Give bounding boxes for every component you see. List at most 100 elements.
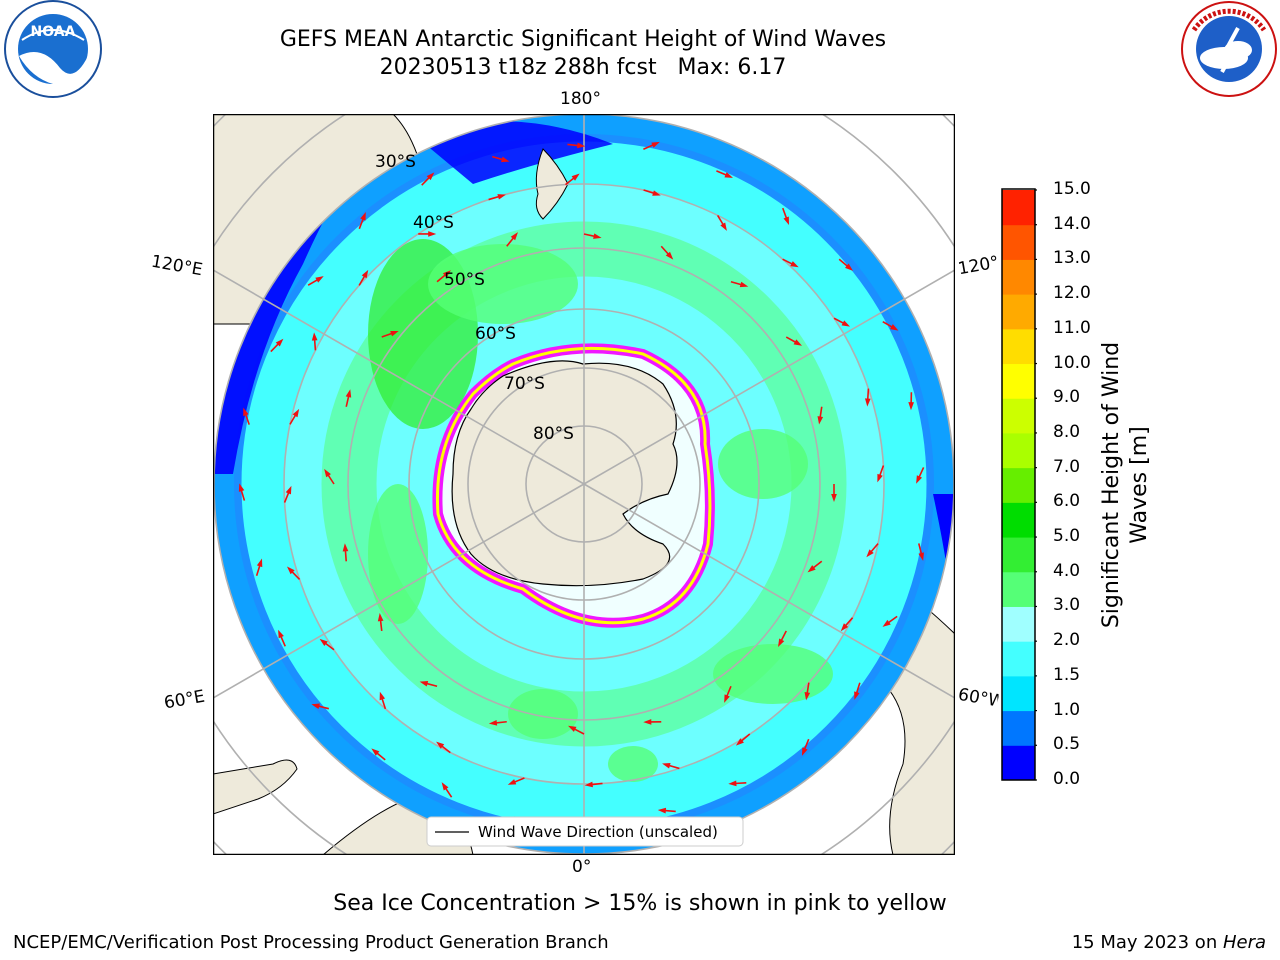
lat-label-60s: 60°S	[475, 324, 516, 344]
wind-wave-arrowhead	[724, 694, 730, 703]
wind-wave-arrowhead	[278, 629, 284, 639]
lat-label-80s: 80°S	[533, 424, 574, 444]
colorbar-tick-label: 1.5	[1053, 664, 1081, 685]
colorbar-tick-label: 2.0	[1053, 630, 1081, 651]
wind-wave-arrowhead	[377, 613, 384, 622]
wind-wave-arrowhead	[315, 276, 324, 283]
wind-wave-arrowhead	[720, 222, 727, 231]
wind-wave-arrowhead	[783, 216, 789, 226]
colorbar-band	[1002, 710, 1035, 746]
wind-wave-arrowhead	[657, 807, 667, 814]
wind-wave-arrowhead	[651, 141, 660, 148]
wind-wave-arrowhead	[497, 194, 506, 200]
lon-label-120w: 120°W	[956, 252, 1000, 280]
colorbar-band	[1002, 432, 1035, 469]
footer-host: Hera	[1222, 932, 1266, 953]
lat-label-40s: 40°S	[413, 213, 454, 233]
wind-wave-arrowhead	[371, 748, 380, 756]
wind-wave-arrowhead	[361, 269, 369, 279]
wind-wave-arrowhead	[243, 407, 249, 417]
wind-wave-arrowhead	[735, 738, 744, 746]
colorbar-band	[1002, 363, 1035, 399]
wind-wave-arrowhead	[593, 233, 602, 239]
footer-date: 15 May 2023 on	[1071, 932, 1223, 953]
wind-wave-arrowhead	[571, 173, 580, 181]
colorbar-band	[1002, 398, 1035, 434]
nws-logo	[1181, 1, 1277, 97]
colorbar-tick-label: 0.0	[1053, 769, 1081, 789]
colorbar-tick-label: 6.0	[1053, 491, 1081, 512]
wind-wave-arrowhead	[778, 638, 785, 647]
wind-wave-arrowhead	[804, 692, 811, 701]
wind-wave-arrowhead	[428, 231, 437, 237]
wind-wave-arrowhead	[324, 468, 331, 478]
wind-wave-arrowhead	[342, 543, 349, 552]
colorbar-tick-label: 12.0	[1053, 283, 1091, 304]
wind-wave-arrowhead	[918, 552, 924, 561]
chart-title: GEFS MEAN Antarctic Significant Height o…	[279, 27, 887, 52]
footer-right: 15 May 2023 on Hera	[1072, 932, 1266, 953]
wind-wave-arrowhead	[739, 281, 749, 288]
chart-subtitle: 20230513 t18z 288h fcst Max: 6.17	[379, 55, 787, 80]
colorbar-tick-label: 3.0	[1053, 595, 1081, 616]
svg-text:Significant Height of Wind: Significant Height of Wind	[1099, 342, 1124, 628]
wind-wave-arrowhead	[652, 190, 661, 196]
new-zealand	[535, 148, 569, 220]
wind-wave-arrowhead	[584, 781, 593, 788]
wind-wave-arrowhead	[311, 703, 320, 709]
wind-wave-arrowhead	[890, 324, 899, 331]
colorbar-band	[1002, 502, 1035, 538]
wind-wave-arrowhead	[577, 142, 586, 149]
colorbar-tick-label: 5.0	[1053, 526, 1081, 547]
wind-wave-arrowhead	[807, 565, 816, 573]
wind-wave-arrowhead	[390, 331, 399, 337]
lat-label-30s: 30°S	[375, 152, 416, 172]
wind-wave-arrowhead	[311, 332, 318, 341]
colorbar-tick-label: 7.0	[1053, 456, 1081, 477]
map-legend: Wind Wave Direction (unscaled)	[426, 816, 744, 847]
wind-wave-arrowhead	[419, 680, 429, 687]
wind-wave-arrowhead	[319, 638, 328, 646]
wind-wave-arrowhead	[790, 261, 799, 268]
wind-wave-arrowhead	[426, 172, 435, 181]
wind-wave-arrowhead	[238, 483, 245, 492]
colorbar-band	[1002, 571, 1035, 607]
wind-wave-arrowhead	[292, 408, 300, 418]
colorbar	[1001, 188, 1037, 781]
wind-wave-arrowhead	[501, 156, 510, 163]
wind-wave-arrowhead	[877, 473, 883, 483]
wind-wave-arrowhead	[442, 270, 451, 278]
wind-wave-arrowhead	[844, 263, 853, 271]
lat-label-50s: 50°S	[444, 270, 485, 290]
svg-text:NOAA: NOAA	[31, 24, 76, 40]
wind-wave-arrowhead	[345, 389, 352, 398]
wind-wave-arrowhead	[662, 763, 671, 769]
footer-left: NCEP/EMC/Verification Post Processing Pr…	[13, 932, 609, 953]
wind-wave-arrowhead	[441, 782, 449, 791]
lon-label-180: 180°	[560, 89, 601, 109]
wind-wave-arrowhead	[801, 747, 808, 756]
colorbar-band	[1002, 294, 1035, 330]
colorbar-title: Significant Height of Wind Waves [m]	[1099, 342, 1152, 628]
wind-wave-arrowhead	[916, 475, 923, 484]
colorbar-band	[1002, 537, 1035, 573]
colorbar-band	[1002, 190, 1035, 226]
sea-ice-caption: Sea Ice Concentration > 15% is shown in …	[333, 891, 947, 916]
colorbar-band	[1002, 224, 1035, 260]
wind-wave-arrowhead	[488, 719, 498, 726]
colorbar-tick-label: 11.0	[1053, 317, 1091, 338]
lon-label-60e: 60°E	[162, 686, 207, 714]
wind-wave-arrowhead	[665, 251, 674, 260]
colorbar-band	[1002, 259, 1035, 295]
colorbar-tick-label: 4.0	[1053, 560, 1081, 581]
wind-wave-arrowhead	[882, 619, 891, 627]
wind-wave-arrowhead	[379, 691, 386, 701]
noaa-logo: NOAA	[4, 0, 102, 98]
colorbar-tick-label: 14.0	[1053, 213, 1091, 234]
wind-wave-arrowhead	[643, 719, 652, 725]
colorbar-band	[1002, 467, 1035, 503]
colorbar-tick-label: 10.0	[1053, 352, 1091, 373]
wind-wave-arrowhead	[507, 779, 517, 785]
colorbar-band	[1002, 606, 1035, 642]
wind-wave-arrowhead	[256, 558, 263, 568]
